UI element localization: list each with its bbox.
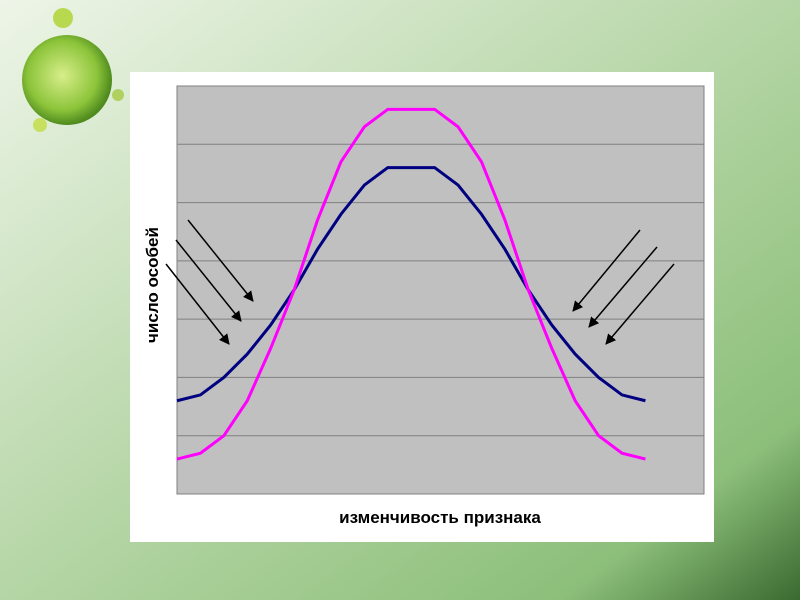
- y-axis-label: число особей: [143, 227, 162, 343]
- series-line: [176, 166, 646, 403]
- x-axis-label: изменчивость признака: [339, 508, 541, 527]
- series-line: [176, 107, 646, 461]
- plot-area: [176, 85, 705, 495]
- decoration: [22, 8, 124, 132]
- arrows: [165, 219, 675, 345]
